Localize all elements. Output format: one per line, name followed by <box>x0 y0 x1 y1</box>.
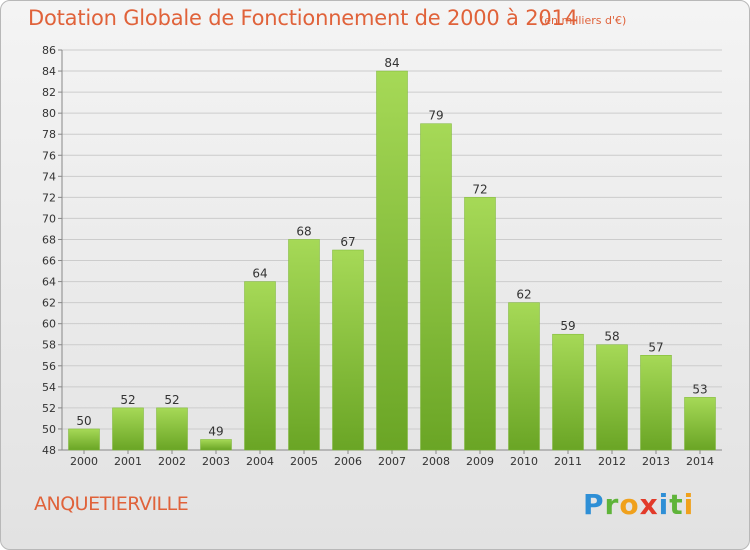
data-label: 64 <box>252 267 267 281</box>
bar <box>508 302 540 451</box>
bar <box>596 344 628 451</box>
data-label: 58 <box>604 330 619 344</box>
bar <box>332 249 364 451</box>
bar <box>640 355 672 451</box>
y-tick-label: 70 <box>42 212 56 225</box>
proxiti-logo: Proxiti <box>583 488 694 521</box>
x-tick-label: 2000 <box>70 455 98 468</box>
x-tick-label: 2006 <box>334 455 362 468</box>
y-tick-label: 56 <box>42 360 56 373</box>
x-tick-label: 2013 <box>642 455 670 468</box>
data-label: 53 <box>692 382 707 396</box>
data-label: 84 <box>384 56 399 70</box>
y-tick-label: 54 <box>42 381 56 394</box>
logo-letter: i <box>658 488 670 521</box>
logo-letter: P <box>583 488 605 521</box>
data-label: 62 <box>516 288 531 302</box>
y-tick-label: 58 <box>42 339 56 352</box>
logo-letter: r <box>604 488 620 521</box>
x-tick-label: 2007 <box>378 455 406 468</box>
bar <box>288 239 320 451</box>
y-tick-label: 84 <box>42 65 56 78</box>
bar <box>552 333 584 451</box>
data-label: 72 <box>472 182 487 196</box>
logo-letter: t <box>669 488 684 521</box>
bar <box>464 197 496 451</box>
data-label: 50 <box>76 414 91 428</box>
chart-title: Dotation Globale de Fonctionnement de 20… <box>28 6 578 30</box>
bar <box>200 439 232 451</box>
x-tick-label: 2001 <box>114 455 142 468</box>
data-label: 68 <box>296 224 311 238</box>
bar <box>420 123 452 451</box>
y-tick-label: 48 <box>42 444 56 457</box>
y-tick-label: 86 <box>42 44 56 57</box>
bar <box>68 428 100 451</box>
bar <box>244 281 276 451</box>
bar <box>376 70 408 451</box>
logo-letter: o <box>619 488 640 521</box>
data-label: 52 <box>120 393 135 407</box>
y-tick-label: 66 <box>42 255 56 268</box>
x-tick-label: 2003 <box>202 455 230 468</box>
x-tick-label: 2009 <box>466 455 494 468</box>
x-tick-label: 2005 <box>290 455 318 468</box>
x-tick-label: 2014 <box>686 455 714 468</box>
logo-letter: x <box>639 488 659 521</box>
x-tick-label: 2008 <box>422 455 450 468</box>
y-tick-label: 80 <box>42 107 56 120</box>
x-tick-label: 2011 <box>554 455 582 468</box>
data-label: 67 <box>340 235 355 249</box>
bar <box>156 407 188 451</box>
x-tick-label: 2002 <box>158 455 186 468</box>
commune-name: ANQUETIERVILLE <box>34 493 189 515</box>
data-label: 52 <box>164 393 179 407</box>
x-tick-label: 2012 <box>598 455 626 468</box>
y-tick-label: 78 <box>42 128 56 141</box>
y-tick-label: 82 <box>42 86 56 99</box>
data-label: 59 <box>560 319 575 333</box>
y-tick-label: 62 <box>42 297 56 310</box>
bar <box>112 407 144 451</box>
x-tick-label: 2010 <box>510 455 538 468</box>
y-tick-label: 74 <box>42 170 56 183</box>
y-tick-label: 64 <box>42 276 56 289</box>
data-label: 79 <box>428 109 443 123</box>
x-tick-label: 2004 <box>246 455 274 468</box>
y-tick-label: 52 <box>42 402 56 415</box>
y-tick-label: 68 <box>42 233 56 246</box>
chart-subtitle: (en milliers d'€) <box>540 14 627 27</box>
y-tick-label: 76 <box>42 149 56 162</box>
bar <box>684 397 716 451</box>
y-tick-label: 60 <box>42 318 56 331</box>
logo-letter: i <box>683 488 695 521</box>
y-tick-label: 50 <box>42 423 56 436</box>
data-label: 49 <box>208 424 223 438</box>
data-label: 57 <box>648 340 663 354</box>
y-tick-label: 72 <box>42 191 56 204</box>
